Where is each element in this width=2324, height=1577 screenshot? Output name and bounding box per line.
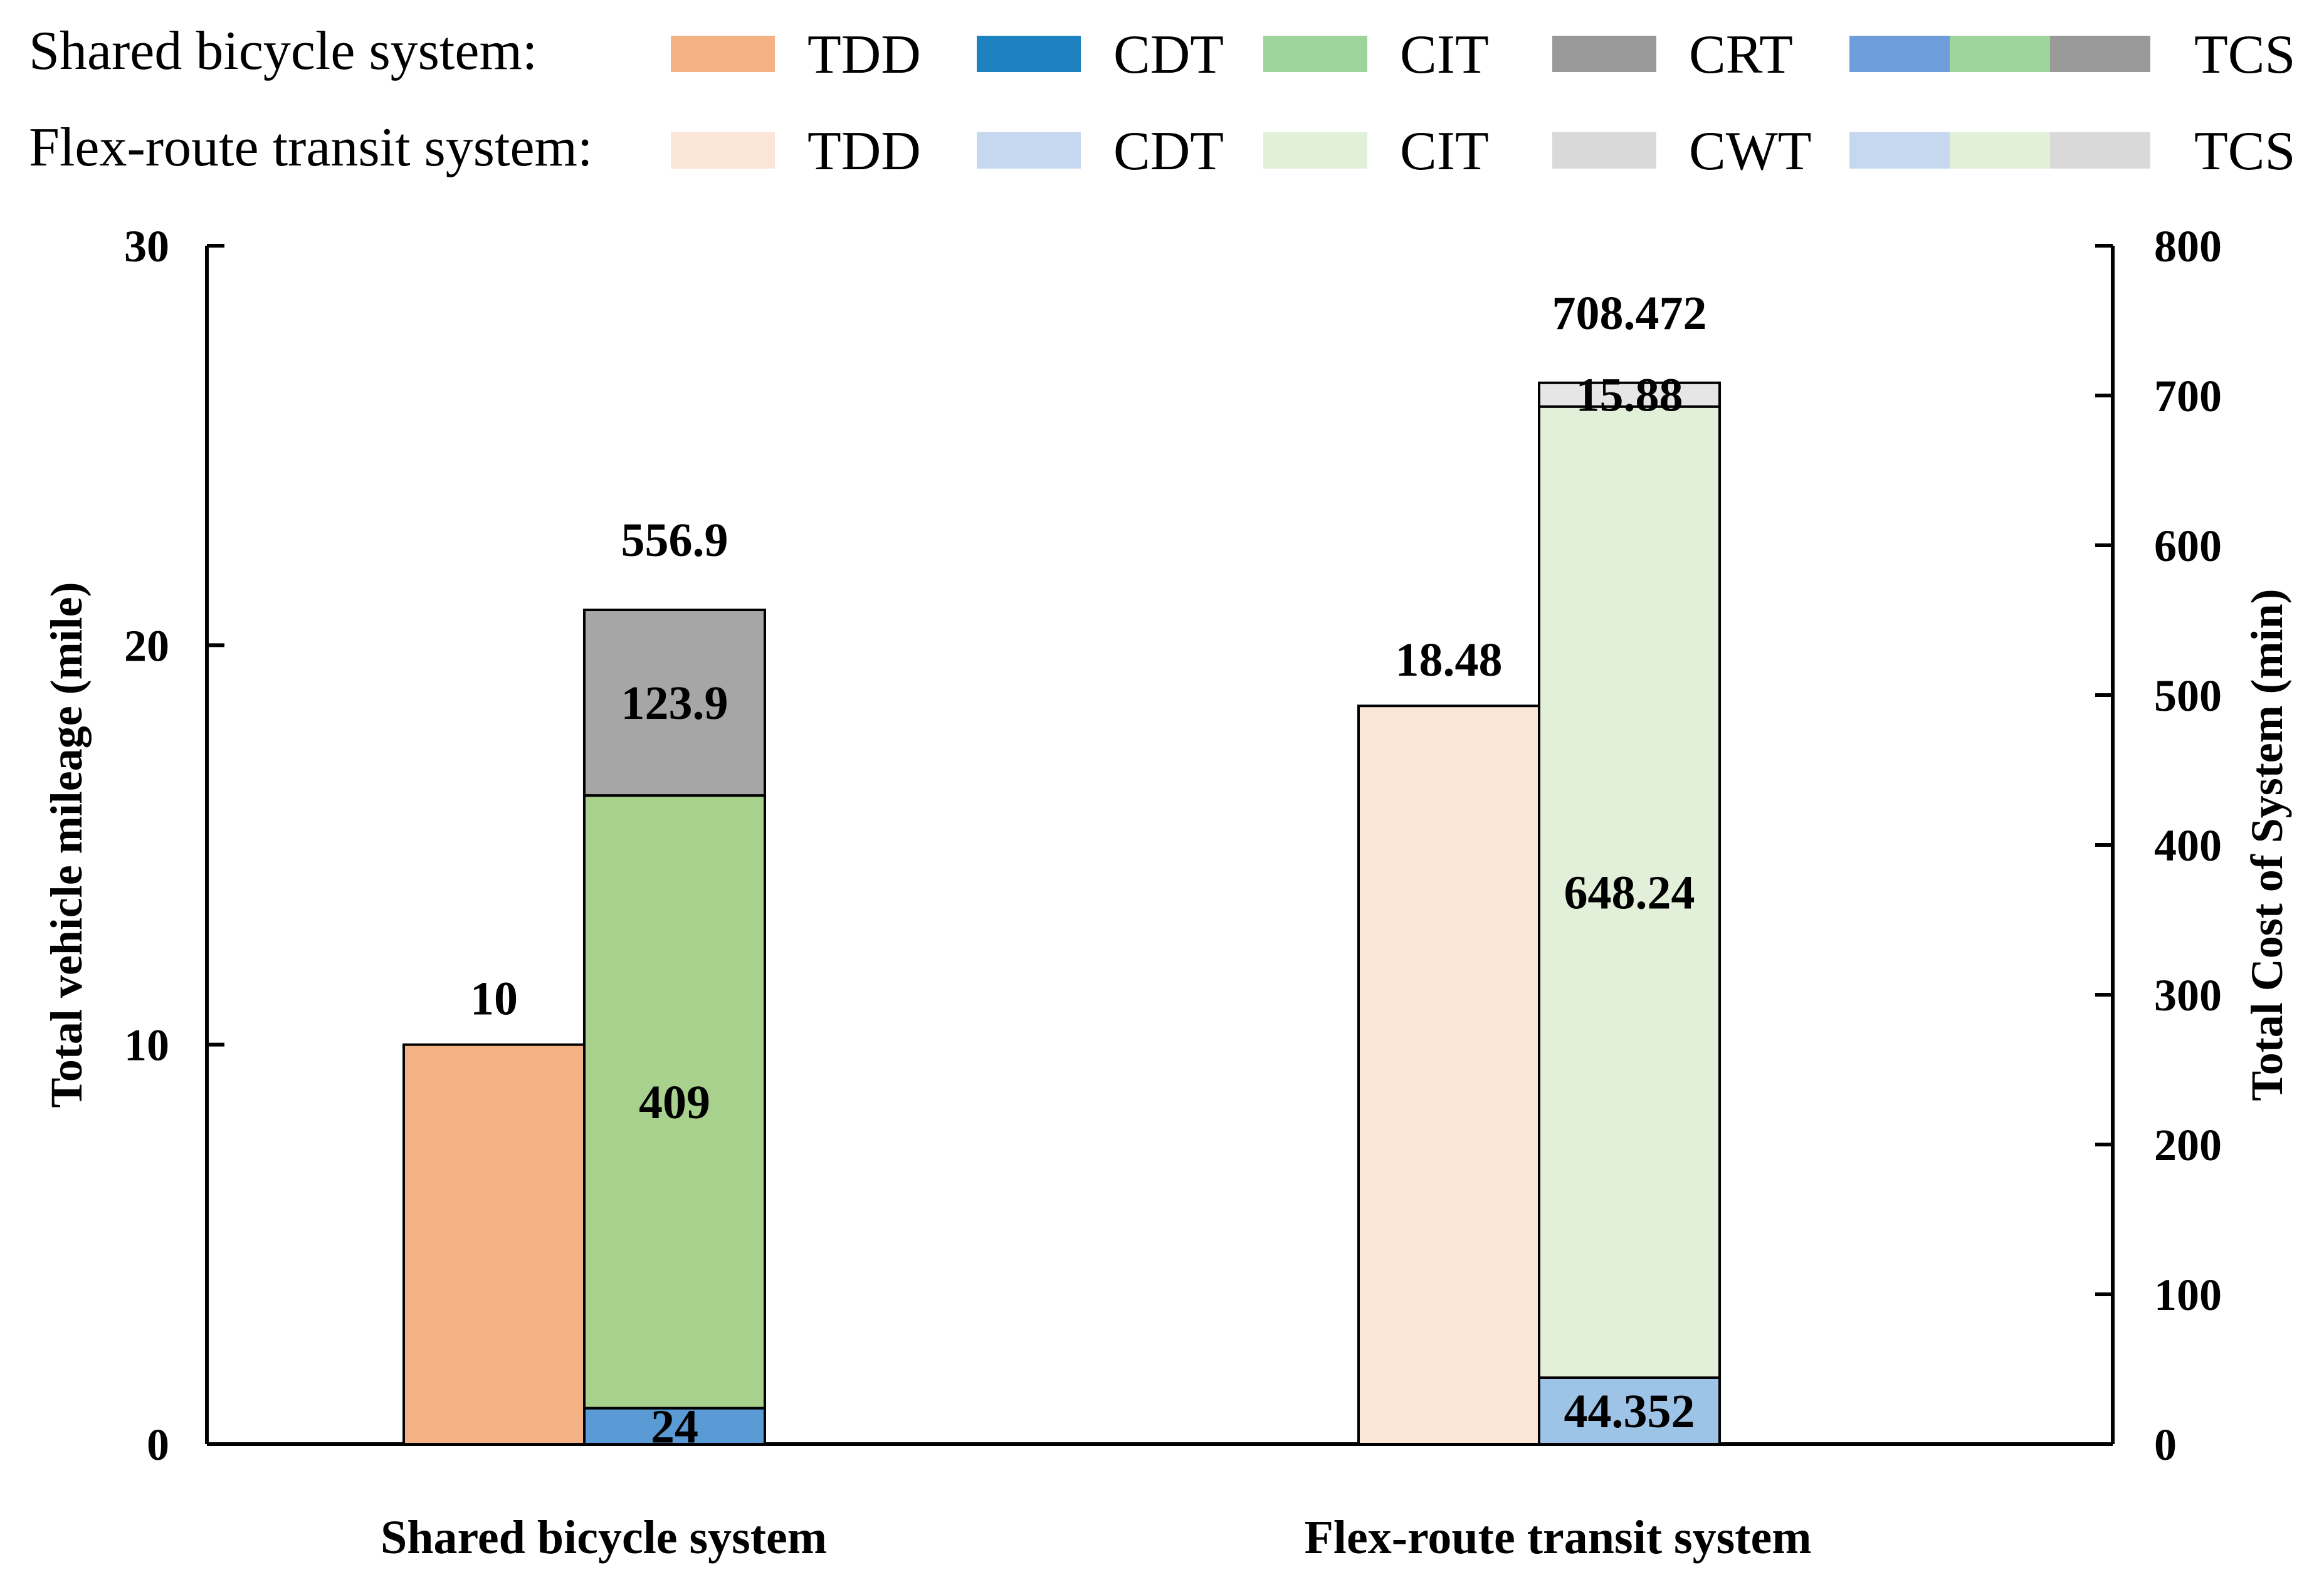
legend: Shared bicycle system: TDD CDT CIT CRT TCS Fle… [29,21,2295,182]
legend-swatch-flex-route-transit-system-tdd [671,132,775,169]
legend-label-flex-route-transit-system-cwt: CWT [1689,121,1812,182]
right-tick-label-300: 300 [2154,970,2222,1020]
category-label-shared-bicycle-system: Shared bicycle system [381,1511,827,1564]
category-label-flex-route-transit-system: Flex-route transit system [1304,1511,1811,1564]
right-tick-label-500: 500 [2154,671,2222,721]
bar-segment-cdt-shared-bicycle-system [583,1407,766,1445]
left-axis-title: Total vehicle mileage (mile) [41,582,92,1108]
bar-tdd-shared-bicycle-system [402,1043,586,1445]
left-tick-label-20: 20 [124,621,169,671]
bar-segment-cit-flex-route-transit-system [1538,405,1721,1379]
legend-swatch-shared-bicycle-system-tcs-1 [1950,36,2050,72]
legend-label-flex-route-transit-system-cit: CIT [1400,121,1489,182]
left-tick-label-10: 10 [124,1020,169,1071]
legend-swatch-shared-bicycle-system-tcs-0 [1849,36,1950,72]
bar-label-cwt-flex-route-transit-system: 15.88 [1576,369,1683,422]
bar-total-label-flex-route-transit-system: 708.472 [1552,287,1707,340]
legend-label-shared-bicycle-system-cdt: CDT [1113,24,1224,85]
legend-swatch-flex-route-transit-system-cdt [977,132,1081,169]
bar-segment-crt-shared-bicycle-system [583,609,766,797]
legend-swatch-flex-route-transit-system-cit [1263,132,1367,169]
legend-swatch-shared-bicycle-system-crt [1552,36,1656,72]
right-tick-label-700: 700 [2154,371,2222,421]
legend-label-shared-bicycle-system-cit: CIT [1400,24,1489,85]
legend-label-flex-route-transit-system-cdt: CDT [1113,121,1224,182]
right-tick-label-100: 100 [2154,1270,2222,1320]
legend-label-flex-route-transit-system-tcs: TCS [2194,121,2295,182]
legend-label-flex-route-transit-system-tdd: TDD [807,121,921,182]
right-axis-title: Total Cost of System (min) [2242,589,2292,1101]
legend-label-shared-bicycle-system-crt: CRT [1689,24,1793,85]
legend-swatch-flex-route-transit-system-tcs-1 [1950,132,2050,169]
left-tick-label-0: 0 [147,1420,169,1470]
legend-title-shared-bicycle-system: Shared bicycle system: [29,21,537,81]
right-tick-label-200: 200 [2154,1120,2222,1170]
legend-swatch-shared-bicycle-system-tcs-2 [2050,36,2150,72]
bar-total-label-shared-bicycle-system: 556.9 [621,514,728,567]
bar-segment-cit-shared-bicycle-system [583,794,766,1410]
legend-swatch-shared-bicycle-system-cit [1263,36,1367,72]
bar-segment-cwt-flex-route-transit-system [1538,381,1721,408]
legend-swatch-flex-route-transit-system-tcs-2 [2050,132,2150,169]
left-tick-label-30: 30 [124,221,169,271]
legend-swatch-shared-bicycle-system-tdd [671,36,775,72]
right-tick-label-600: 600 [2154,521,2222,571]
right-tick-label-0: 0 [2154,1420,2177,1470]
right-tick-label-800: 800 [2154,221,2222,271]
bar-label-cdt-flex-route-transit-system: 44.352 [1564,1385,1695,1438]
bar-label-tdd-flex-route-transit-system: 18.48 [1396,634,1503,686]
bar-segment-cdt-flex-route-transit-system [1538,1376,1721,1446]
legend-swatch-flex-route-transit-system-cwt [1552,132,1656,169]
bar-tdd-flex-route-transit-system [1357,705,1540,1445]
legend-title-flex-route-transit-system: Flex-route transit system: [29,117,592,178]
bar-label-cit-flex-route-transit-system: 648.24 [1564,866,1695,919]
legend-swatch-shared-bicycle-system-cdt [977,36,1081,72]
legend-label-shared-bicycle-system-tdd: TDD [807,24,921,85]
legend-label-shared-bicycle-system-tcs: TCS [2194,24,2295,85]
legend-swatch-flex-route-transit-system-tcs-0 [1849,132,1950,169]
bar-label-crt-shared-bicycle-system: 123.9 [621,677,728,730]
right-tick-label-400: 400 [2154,820,2222,871]
bar-label-tdd-shared-bicycle-system: 10 [470,973,518,1025]
bar-label-cit-shared-bicycle-system: 409 [639,1076,710,1129]
